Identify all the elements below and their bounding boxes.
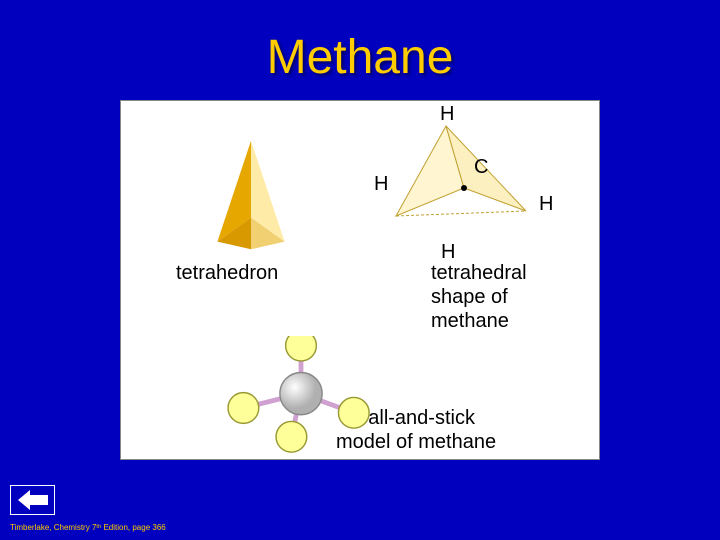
diagram-box: H H C H H tetrahedron tetrahedral shape … bbox=[120, 100, 600, 460]
label-h-left: H bbox=[374, 173, 388, 196]
ball-stick-diagram bbox=[221, 336, 381, 456]
wire-tetrahedron-diagram bbox=[376, 116, 546, 256]
solid-tetrahedron-diagram bbox=[186, 136, 316, 256]
label-c: C bbox=[474, 156, 488, 179]
page-title: Methane bbox=[0, 30, 720, 85]
back-arrow-icon bbox=[18, 490, 48, 510]
caption-tetrahedron: tetrahedron bbox=[176, 261, 278, 285]
citation-text: Timberlake, Chemistry 7ᵗʰ Edition, page … bbox=[10, 523, 166, 532]
caption-tetrahedral-shape: tetrahedral shape of methane bbox=[431, 261, 527, 333]
label-h-right: H bbox=[539, 193, 553, 216]
back-button[interactable] bbox=[10, 485, 55, 515]
label-h-top: H bbox=[440, 103, 454, 126]
